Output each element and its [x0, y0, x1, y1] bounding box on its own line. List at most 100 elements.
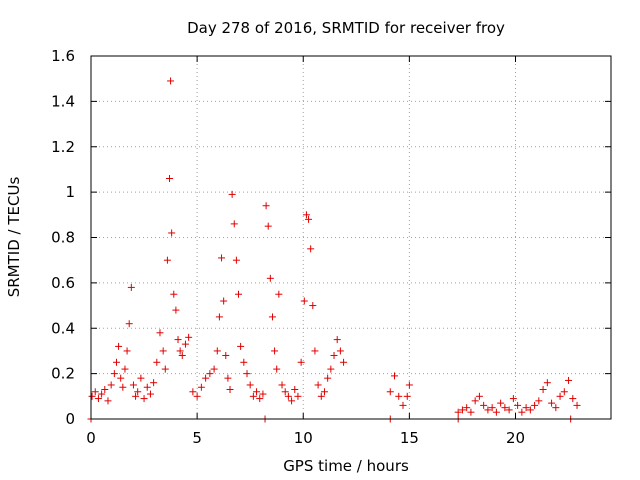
data-point — [573, 401, 581, 409]
data-point — [492, 408, 500, 416]
data-point — [112, 358, 120, 366]
data-point — [161, 365, 169, 373]
plot-frame — [90, 55, 612, 420]
data-point — [94, 395, 102, 403]
y-tick-label: 1.6 — [51, 47, 75, 65]
data-point — [268, 313, 276, 321]
data-point — [134, 388, 142, 396]
data-point — [317, 392, 325, 400]
x-tick-label: 10 — [294, 429, 313, 447]
data-point — [501, 404, 509, 412]
data-point — [210, 365, 218, 373]
data-point — [143, 383, 151, 391]
data-point — [153, 358, 161, 366]
data-point — [132, 392, 140, 400]
data-point — [170, 290, 178, 298]
data-point — [297, 358, 305, 366]
data-point — [185, 333, 193, 341]
data-point — [137, 374, 145, 382]
y-tick-label: 1.2 — [51, 138, 75, 156]
data-point — [213, 347, 221, 355]
data-point — [340, 358, 348, 366]
y-tick-label: 0.8 — [51, 229, 75, 247]
data-point — [391, 372, 399, 380]
data-point — [266, 274, 274, 282]
x-tick-label: 15 — [400, 429, 419, 447]
data-point — [232, 256, 240, 264]
x-tick-label: 5 — [192, 429, 202, 447]
data-point — [176, 347, 184, 355]
data-point — [275, 290, 283, 298]
data-point — [505, 406, 513, 414]
data-point — [215, 313, 223, 321]
data-point — [189, 388, 197, 396]
y-tick-label: 0.4 — [51, 319, 75, 337]
data-point — [386, 388, 394, 396]
data-point — [569, 395, 577, 403]
data-point — [333, 336, 341, 344]
data-point — [226, 386, 234, 394]
data-point — [314, 381, 322, 389]
data-point — [91, 388, 99, 396]
data-point — [237, 342, 245, 350]
data-point — [168, 229, 176, 237]
data-point — [403, 392, 411, 400]
data-markers — [87, 77, 581, 423]
data-point — [110, 370, 118, 378]
data-point — [291, 386, 299, 394]
data-point — [181, 340, 189, 348]
data-point — [300, 297, 308, 305]
data-point — [264, 222, 272, 230]
data-point — [243, 370, 251, 378]
data-point — [222, 351, 230, 359]
data-point — [281, 388, 289, 396]
data-point — [518, 408, 526, 416]
data-point — [320, 388, 328, 396]
y-axis-label: SRMTID / TECUs — [5, 177, 23, 298]
data-point — [548, 399, 556, 407]
data-point — [246, 381, 254, 389]
data-point — [565, 376, 573, 384]
data-point — [560, 388, 568, 396]
data-point — [497, 399, 505, 407]
data-point — [140, 395, 148, 403]
data-point — [454, 408, 462, 416]
data-point — [467, 408, 475, 416]
data-point — [193, 392, 201, 400]
data-point — [127, 283, 135, 291]
data-point — [253, 388, 261, 396]
data-point — [167, 77, 175, 85]
data-point — [121, 365, 129, 373]
data-point — [539, 386, 547, 394]
y-tick-label: 0 — [65, 410, 75, 428]
data-point — [535, 397, 543, 405]
data-point — [278, 381, 286, 389]
data-point — [543, 379, 551, 387]
data-point — [101, 386, 109, 394]
data-point — [220, 297, 228, 305]
data-point — [514, 401, 522, 409]
y-tick-label: 1.4 — [51, 92, 75, 110]
data-point — [302, 211, 310, 219]
data-point — [475, 392, 483, 400]
data-point — [471, 397, 479, 405]
data-point — [488, 404, 496, 412]
y-tick-label: 0.6 — [51, 274, 75, 292]
data-point — [305, 215, 313, 223]
data-point — [123, 347, 131, 355]
data-point — [556, 392, 564, 400]
data-point — [309, 302, 317, 310]
data-point — [146, 390, 154, 398]
data-point — [172, 306, 180, 314]
data-point — [395, 392, 403, 400]
data-point — [458, 406, 466, 414]
data-point — [288, 397, 296, 405]
data-point — [150, 379, 158, 387]
y-tick-label: 0.2 — [51, 365, 75, 383]
data-point — [156, 329, 164, 337]
data-point — [307, 245, 315, 253]
data-point — [240, 358, 248, 366]
data-point — [125, 320, 133, 328]
data-point — [249, 392, 257, 400]
